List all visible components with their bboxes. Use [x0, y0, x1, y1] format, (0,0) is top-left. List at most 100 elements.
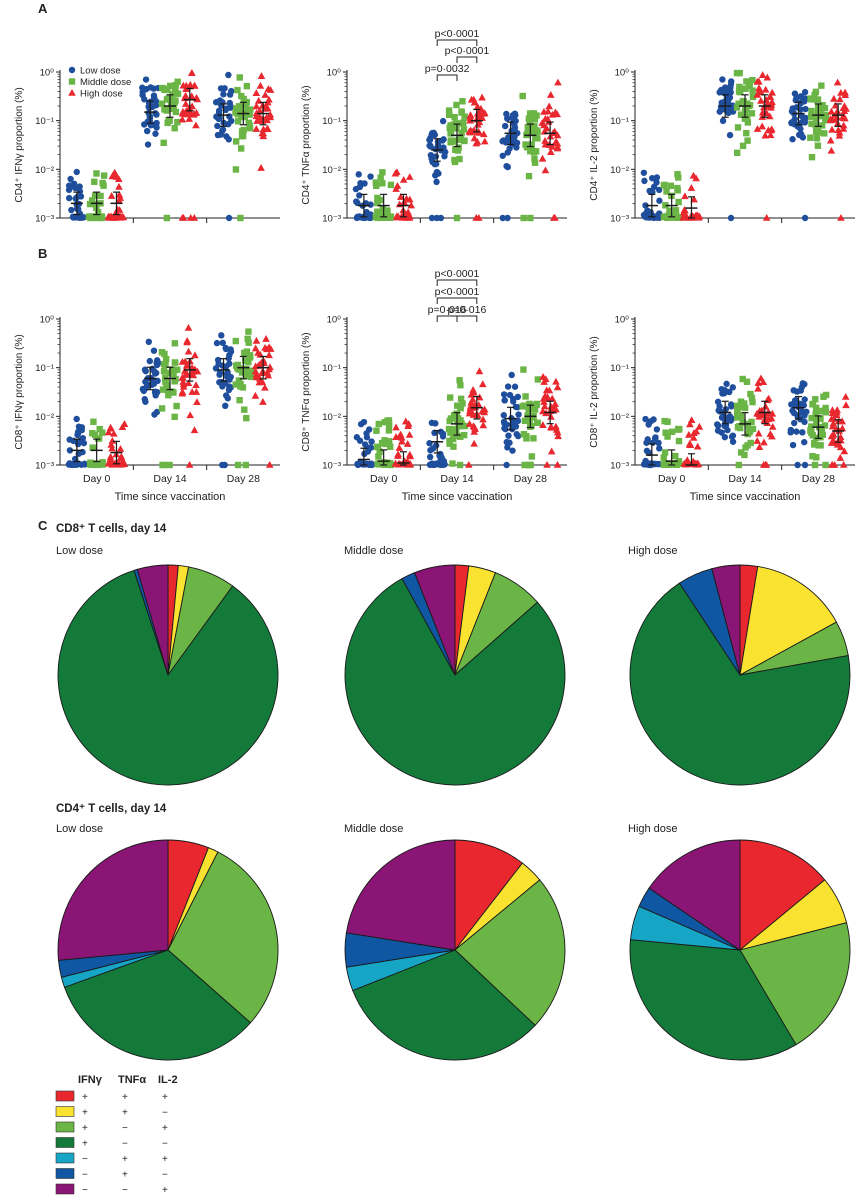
data-point	[433, 214, 441, 222]
data-point	[431, 160, 439, 168]
x-category-label: Day 14	[153, 473, 186, 485]
data-point	[247, 106, 254, 113]
cytokine-sign: +	[162, 1123, 168, 1134]
y-tick-label: 10⁻³	[35, 214, 54, 225]
data-point	[813, 454, 820, 461]
data-point	[764, 394, 773, 402]
data-point	[725, 100, 732, 107]
data-point	[385, 427, 393, 434]
data-point	[835, 128, 844, 136]
point-cloud	[788, 88, 810, 222]
data-point	[461, 137, 468, 145]
data-point	[163, 107, 170, 114]
bracket-middle-high	[456, 315, 478, 322]
data-point	[842, 401, 850, 409]
data-point	[464, 461, 473, 468]
data-point	[468, 395, 477, 403]
data-point	[525, 115, 533, 122]
data-point	[675, 198, 682, 206]
scatter-panel: 10⁻³ 10⁻² 10⁻¹ 10⁰ CD4⁺ IFNγ proportion (%) L…	[14, 66, 280, 225]
data-point	[748, 394, 756, 402]
data-point	[841, 393, 850, 400]
data-point	[225, 71, 232, 79]
data-point	[161, 461, 168, 469]
data-point	[427, 151, 435, 159]
data-point	[145, 338, 152, 346]
data-point	[814, 415, 821, 422]
data-point	[726, 131, 734, 139]
data-point	[533, 400, 540, 408]
data-point	[798, 119, 805, 126]
data-point	[459, 98, 466, 105]
data-point	[763, 73, 772, 81]
y-tick-label: 10⁰	[40, 68, 55, 79]
data-point	[259, 398, 267, 405]
data-point	[186, 411, 194, 419]
data-point	[757, 88, 765, 96]
data-point	[91, 178, 98, 185]
y-tick-label: 10⁰	[615, 315, 630, 326]
pie-slice	[167, 851, 279, 1024]
data-point	[113, 205, 122, 213]
data-point	[188, 388, 196, 395]
data-point	[744, 119, 752, 126]
data-point	[689, 433, 698, 441]
data-point	[107, 440, 116, 448]
data-point	[553, 428, 562, 436]
data-point	[457, 417, 464, 424]
data-point	[178, 373, 187, 381]
data-point	[500, 412, 507, 419]
data-point	[754, 384, 762, 392]
data-point	[753, 90, 762, 98]
data-point	[450, 411, 458, 419]
data-point	[458, 129, 465, 137]
point-cloud	[104, 168, 128, 221]
data-point	[387, 181, 395, 189]
data-point	[743, 129, 750, 137]
data-point	[647, 418, 655, 425]
y-axis-title: CD8⁺ IL-2 proportion (%)	[589, 336, 600, 447]
data-point	[839, 104, 848, 112]
data-point	[540, 378, 548, 385]
data-point	[65, 186, 73, 194]
data-point	[159, 386, 167, 393]
data-point	[766, 131, 775, 139]
data-point	[721, 390, 728, 397]
data-point	[234, 361, 242, 369]
data-point	[478, 407, 487, 415]
data-point	[154, 359, 162, 367]
data-point	[186, 80, 195, 88]
data-point	[501, 425, 508, 432]
data-point	[400, 198, 408, 206]
data-point	[118, 423, 127, 431]
data-point	[65, 194, 73, 202]
data-point	[833, 78, 842, 86]
data-point	[405, 173, 414, 180]
data-point	[391, 169, 400, 177]
y-axis-title: CD8⁺ IFNγ proportion (%)	[14, 334, 25, 449]
scatter-panel: 10⁻³ 10⁻² 10⁻¹ 10⁰ CD8⁺ TNFα proportion (%) D…	[301, 268, 567, 503]
data-point	[146, 357, 153, 365]
data-point	[181, 357, 189, 365]
data-point	[822, 391, 830, 399]
data-point	[170, 389, 177, 396]
data-point	[514, 432, 522, 440]
data-point	[519, 92, 526, 100]
data-point	[67, 175, 74, 183]
data-point	[828, 461, 836, 468]
data-point	[748, 110, 756, 117]
data-point	[501, 122, 509, 130]
data-point	[819, 122, 826, 129]
pie-title: High dose	[628, 823, 678, 835]
point-cloud	[85, 170, 108, 222]
data-point	[543, 461, 551, 468]
data-point	[472, 139, 481, 147]
data-point	[653, 174, 661, 181]
data-point	[383, 460, 390, 468]
data-point	[108, 436, 117, 444]
data-point	[504, 383, 512, 390]
data-point	[835, 417, 843, 425]
data-point	[213, 339, 221, 347]
data-point	[226, 360, 233, 367]
data-point	[656, 445, 663, 452]
